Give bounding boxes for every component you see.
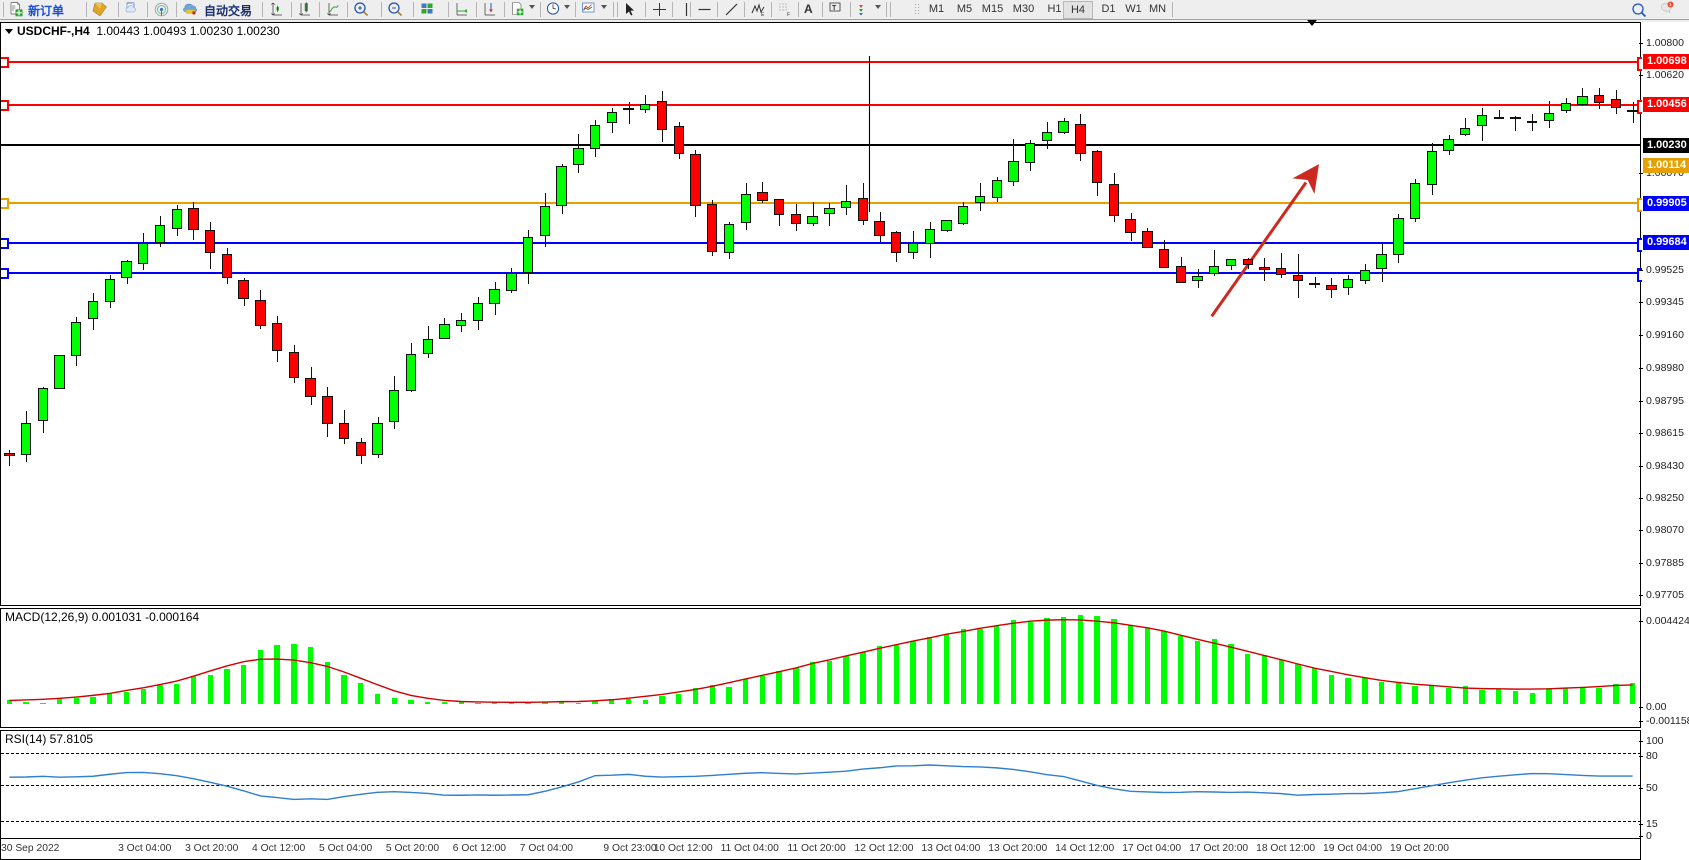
svg-text:F: F <box>787 12 790 18</box>
svg-text:T: T <box>832 5 837 12</box>
svg-text:E: E <box>761 12 765 18</box>
